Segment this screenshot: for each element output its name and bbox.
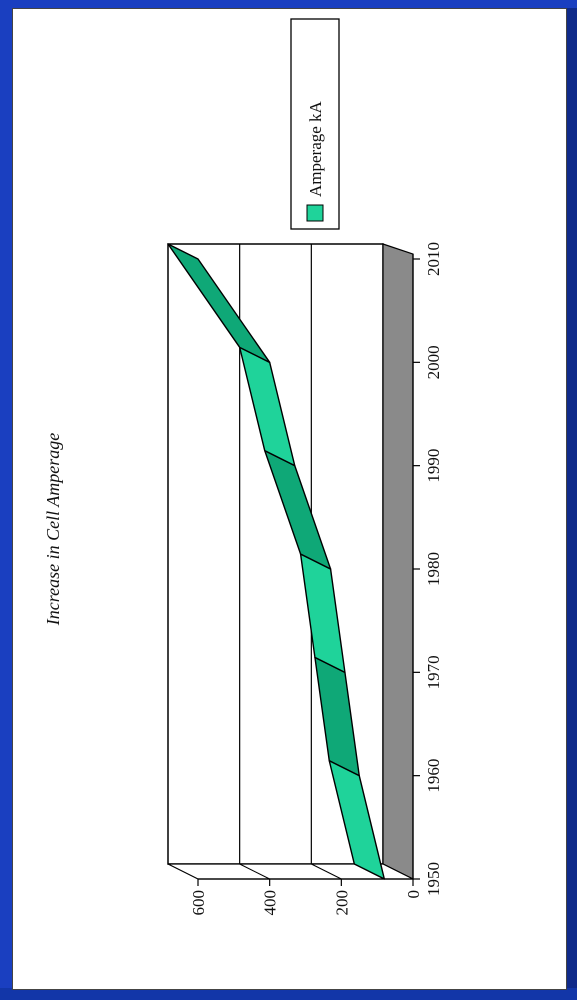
chart-frame: Increase in Cell Amperage 0 200 400 600 195… xyxy=(12,8,567,990)
chart-floor xyxy=(382,243,414,880)
chart-walls xyxy=(167,243,414,880)
y-axis: 0 200 400 600 xyxy=(189,878,423,916)
x-tick-label: 1970 xyxy=(424,655,443,689)
series-segment xyxy=(167,243,271,364)
chart-svg: Increase in Cell Amperage 0 200 400 600 195… xyxy=(43,18,443,916)
x-tick-label: 1960 xyxy=(424,759,443,793)
chart-legend: Amperage kA xyxy=(290,18,340,230)
gridline-side xyxy=(311,863,342,880)
frame-shadow-right xyxy=(565,8,577,1000)
y-tick-label: 400 xyxy=(261,890,280,916)
y-tick-label: 200 xyxy=(332,890,351,916)
x-tick-label: 1990 xyxy=(424,449,443,483)
legend-label: Amperage kA xyxy=(306,100,325,197)
frame-shadow-bottom xyxy=(0,988,577,1000)
y-tick-label: 600 xyxy=(189,890,208,916)
gridline-side xyxy=(239,863,270,880)
x-tick-label: 1980 xyxy=(424,552,443,586)
chart-title: Increase in Cell Amperage xyxy=(43,433,63,626)
x-axis: 1950 1960 1970 1980 1990 2000 2010 xyxy=(412,242,443,896)
x-tick-label: 1950 xyxy=(424,862,443,896)
x-tick-label: 2010 xyxy=(424,242,443,276)
y-tick-label: 0 xyxy=(404,890,423,899)
legend-swatch xyxy=(306,204,324,222)
series-area xyxy=(167,243,386,880)
x-tick-label: 2000 xyxy=(424,345,443,379)
legend-box xyxy=(290,18,340,230)
